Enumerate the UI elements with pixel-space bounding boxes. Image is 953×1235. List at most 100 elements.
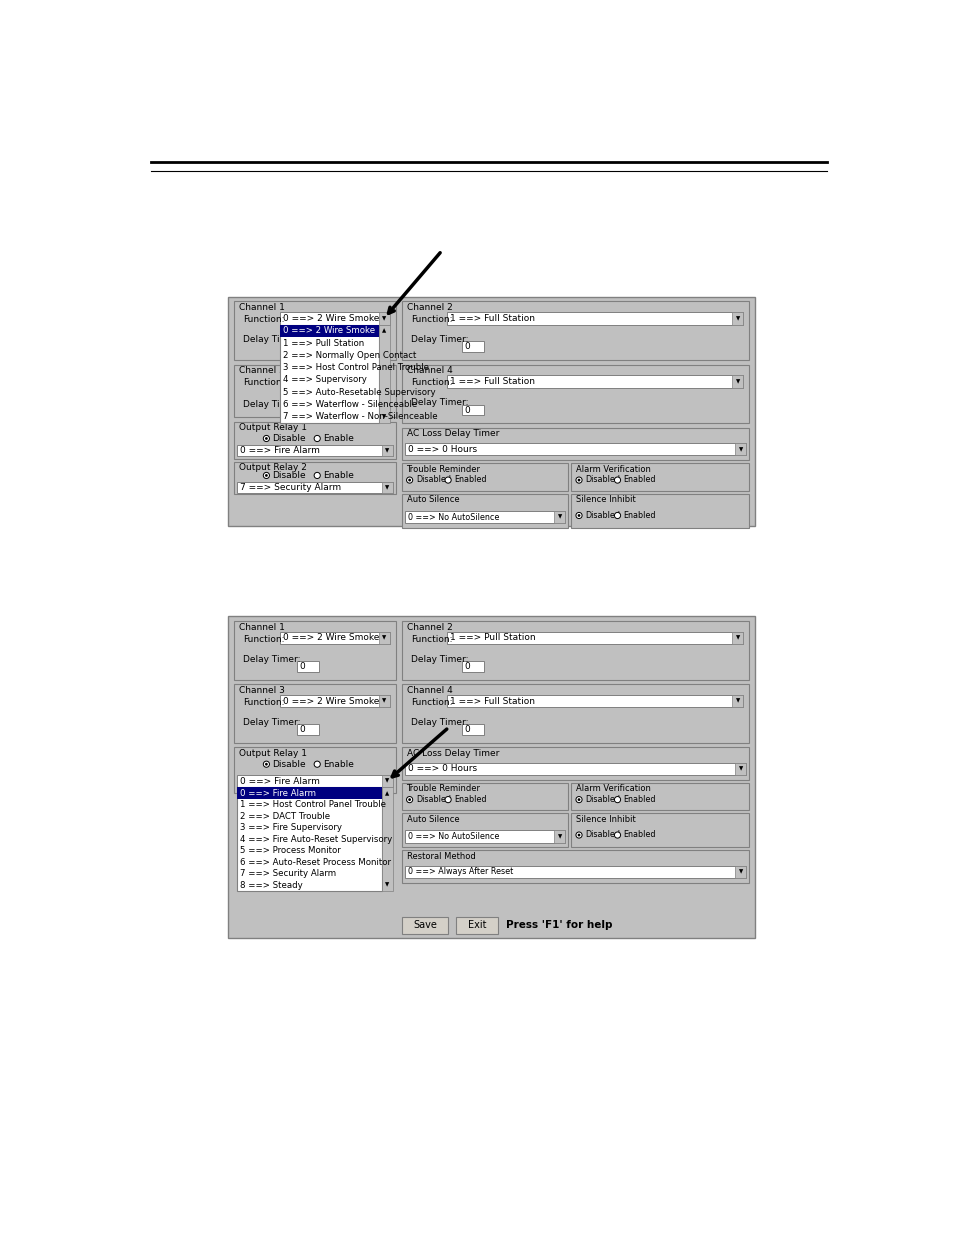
Text: ▼: ▼ (382, 699, 386, 704)
Text: Delay Timer:: Delay Timer: (243, 718, 300, 727)
Text: ▼: ▼ (735, 636, 739, 641)
Text: Auto Silence: Auto Silence (406, 495, 458, 504)
Text: ▼: ▼ (385, 778, 389, 784)
Circle shape (576, 477, 581, 483)
Text: Enable: Enable (323, 760, 354, 768)
Text: 3 ==> Fire Supervisory: 3 ==> Fire Supervisory (240, 824, 342, 832)
Text: Delay Timer:: Delay Timer: (243, 336, 300, 345)
Bar (461, 661, 483, 672)
Text: 1 ==> Pull Station: 1 ==> Pull Station (283, 338, 364, 347)
Text: 0 ==> 2 Wire Smoke: 0 ==> 2 Wire Smoke (283, 697, 379, 705)
Text: Enable: Enable (323, 471, 354, 480)
Bar (381, 776, 393, 787)
Text: Enabled: Enabled (623, 511, 656, 520)
Bar (233, 684, 395, 742)
Bar (735, 443, 745, 456)
Bar (571, 783, 748, 810)
Bar (280, 632, 389, 645)
Text: Function:: Function: (411, 315, 452, 325)
Text: 0: 0 (464, 725, 470, 734)
Bar (297, 724, 318, 735)
Text: Auto Silence: Auto Silence (406, 815, 458, 824)
Circle shape (406, 797, 413, 803)
Circle shape (614, 477, 620, 483)
Bar (401, 364, 748, 424)
Circle shape (577, 514, 579, 517)
Text: Enabled: Enabled (454, 795, 486, 804)
Text: 1 ==> Host Control Panel Trouble: 1 ==> Host Control Panel Trouble (240, 800, 386, 809)
Bar (233, 301, 395, 359)
Text: Alarm Verification: Alarm Verification (576, 784, 650, 793)
Text: Disabled: Disabled (416, 795, 451, 804)
Circle shape (576, 797, 581, 803)
Bar (233, 462, 395, 494)
Bar (233, 421, 395, 458)
Text: ▼: ▼ (738, 447, 742, 452)
Bar (732, 695, 742, 708)
Text: Function:: Function: (411, 378, 452, 388)
Bar (732, 375, 742, 388)
Text: Trouble Reminder: Trouble Reminder (406, 464, 480, 474)
Text: Output Relay 1: Output Relay 1 (238, 424, 306, 432)
Bar (280, 695, 389, 708)
Text: ▲: ▲ (385, 790, 389, 797)
Text: ▼: ▼ (382, 415, 386, 420)
Text: Channel 3: Channel 3 (238, 366, 284, 375)
Text: Function:: Function: (411, 698, 452, 706)
Text: Silence Inhibit: Silence Inhibit (576, 815, 635, 824)
Bar (735, 763, 745, 776)
Bar (280, 325, 378, 337)
Text: 0 ==> No AutoSilence: 0 ==> No AutoSilence (408, 832, 499, 841)
Bar (378, 325, 389, 424)
Text: Disabled: Disabled (584, 795, 619, 804)
Text: 0: 0 (464, 662, 470, 671)
Text: 0: 0 (299, 342, 305, 352)
Bar (735, 866, 745, 878)
Text: 0 ==> 0 Hours: 0 ==> 0 Hours (408, 445, 476, 453)
Text: Disable: Disable (273, 433, 306, 443)
Text: Enabled: Enabled (623, 830, 656, 840)
Bar (571, 463, 748, 490)
Text: Channel 2: Channel 2 (406, 622, 452, 631)
Bar (405, 830, 564, 842)
Text: ▼: ▼ (558, 515, 561, 520)
Bar (446, 375, 742, 388)
Bar (280, 325, 378, 424)
Text: Delay Timer:: Delay Timer: (243, 655, 300, 664)
Text: Disabled: Disabled (584, 475, 619, 484)
Bar (446, 632, 742, 645)
Bar (461, 724, 483, 735)
Text: Exit: Exit (467, 920, 486, 930)
Text: Delay Timer:: Delay Timer: (411, 718, 468, 727)
Bar (280, 312, 389, 325)
Bar (401, 494, 568, 527)
Text: AC Loss Delay Timer: AC Loss Delay Timer (406, 748, 498, 758)
Text: Save: Save (413, 920, 436, 930)
Text: 0 ==> No AutoSilence: 0 ==> No AutoSilence (408, 513, 499, 521)
Circle shape (406, 477, 413, 483)
Circle shape (265, 474, 268, 477)
Circle shape (576, 513, 581, 519)
Circle shape (408, 479, 411, 482)
Text: Silence Inhibit: Silence Inhibit (576, 495, 635, 504)
Text: 3 ==> Host Control Panel Trouble: 3 ==> Host Control Panel Trouble (283, 363, 429, 372)
Circle shape (576, 832, 581, 839)
Text: 6 ==> Auto-Reset Process Monitor: 6 ==> Auto-Reset Process Monitor (240, 858, 391, 867)
Text: Enabled: Enabled (623, 795, 656, 804)
Bar (405, 443, 745, 456)
Text: AC Loss Delay Timer: AC Loss Delay Timer (406, 430, 498, 438)
Text: ▼: ▼ (382, 636, 386, 641)
Text: Function:: Function: (243, 378, 285, 388)
Text: 1 ==> Full Station: 1 ==> Full Station (449, 314, 534, 322)
Text: Enabled: Enabled (454, 475, 486, 484)
Circle shape (265, 763, 268, 766)
Text: Disabled: Disabled (584, 511, 619, 520)
Text: Disable: Disable (273, 760, 306, 768)
Text: 0 ==> Always After Reset: 0 ==> Always After Reset (408, 867, 513, 877)
Text: 0: 0 (299, 662, 305, 671)
Bar (378, 632, 389, 645)
Text: Delay Timer:: Delay Timer: (243, 400, 300, 409)
Circle shape (263, 761, 269, 767)
Bar (401, 747, 748, 779)
Bar (571, 814, 748, 847)
